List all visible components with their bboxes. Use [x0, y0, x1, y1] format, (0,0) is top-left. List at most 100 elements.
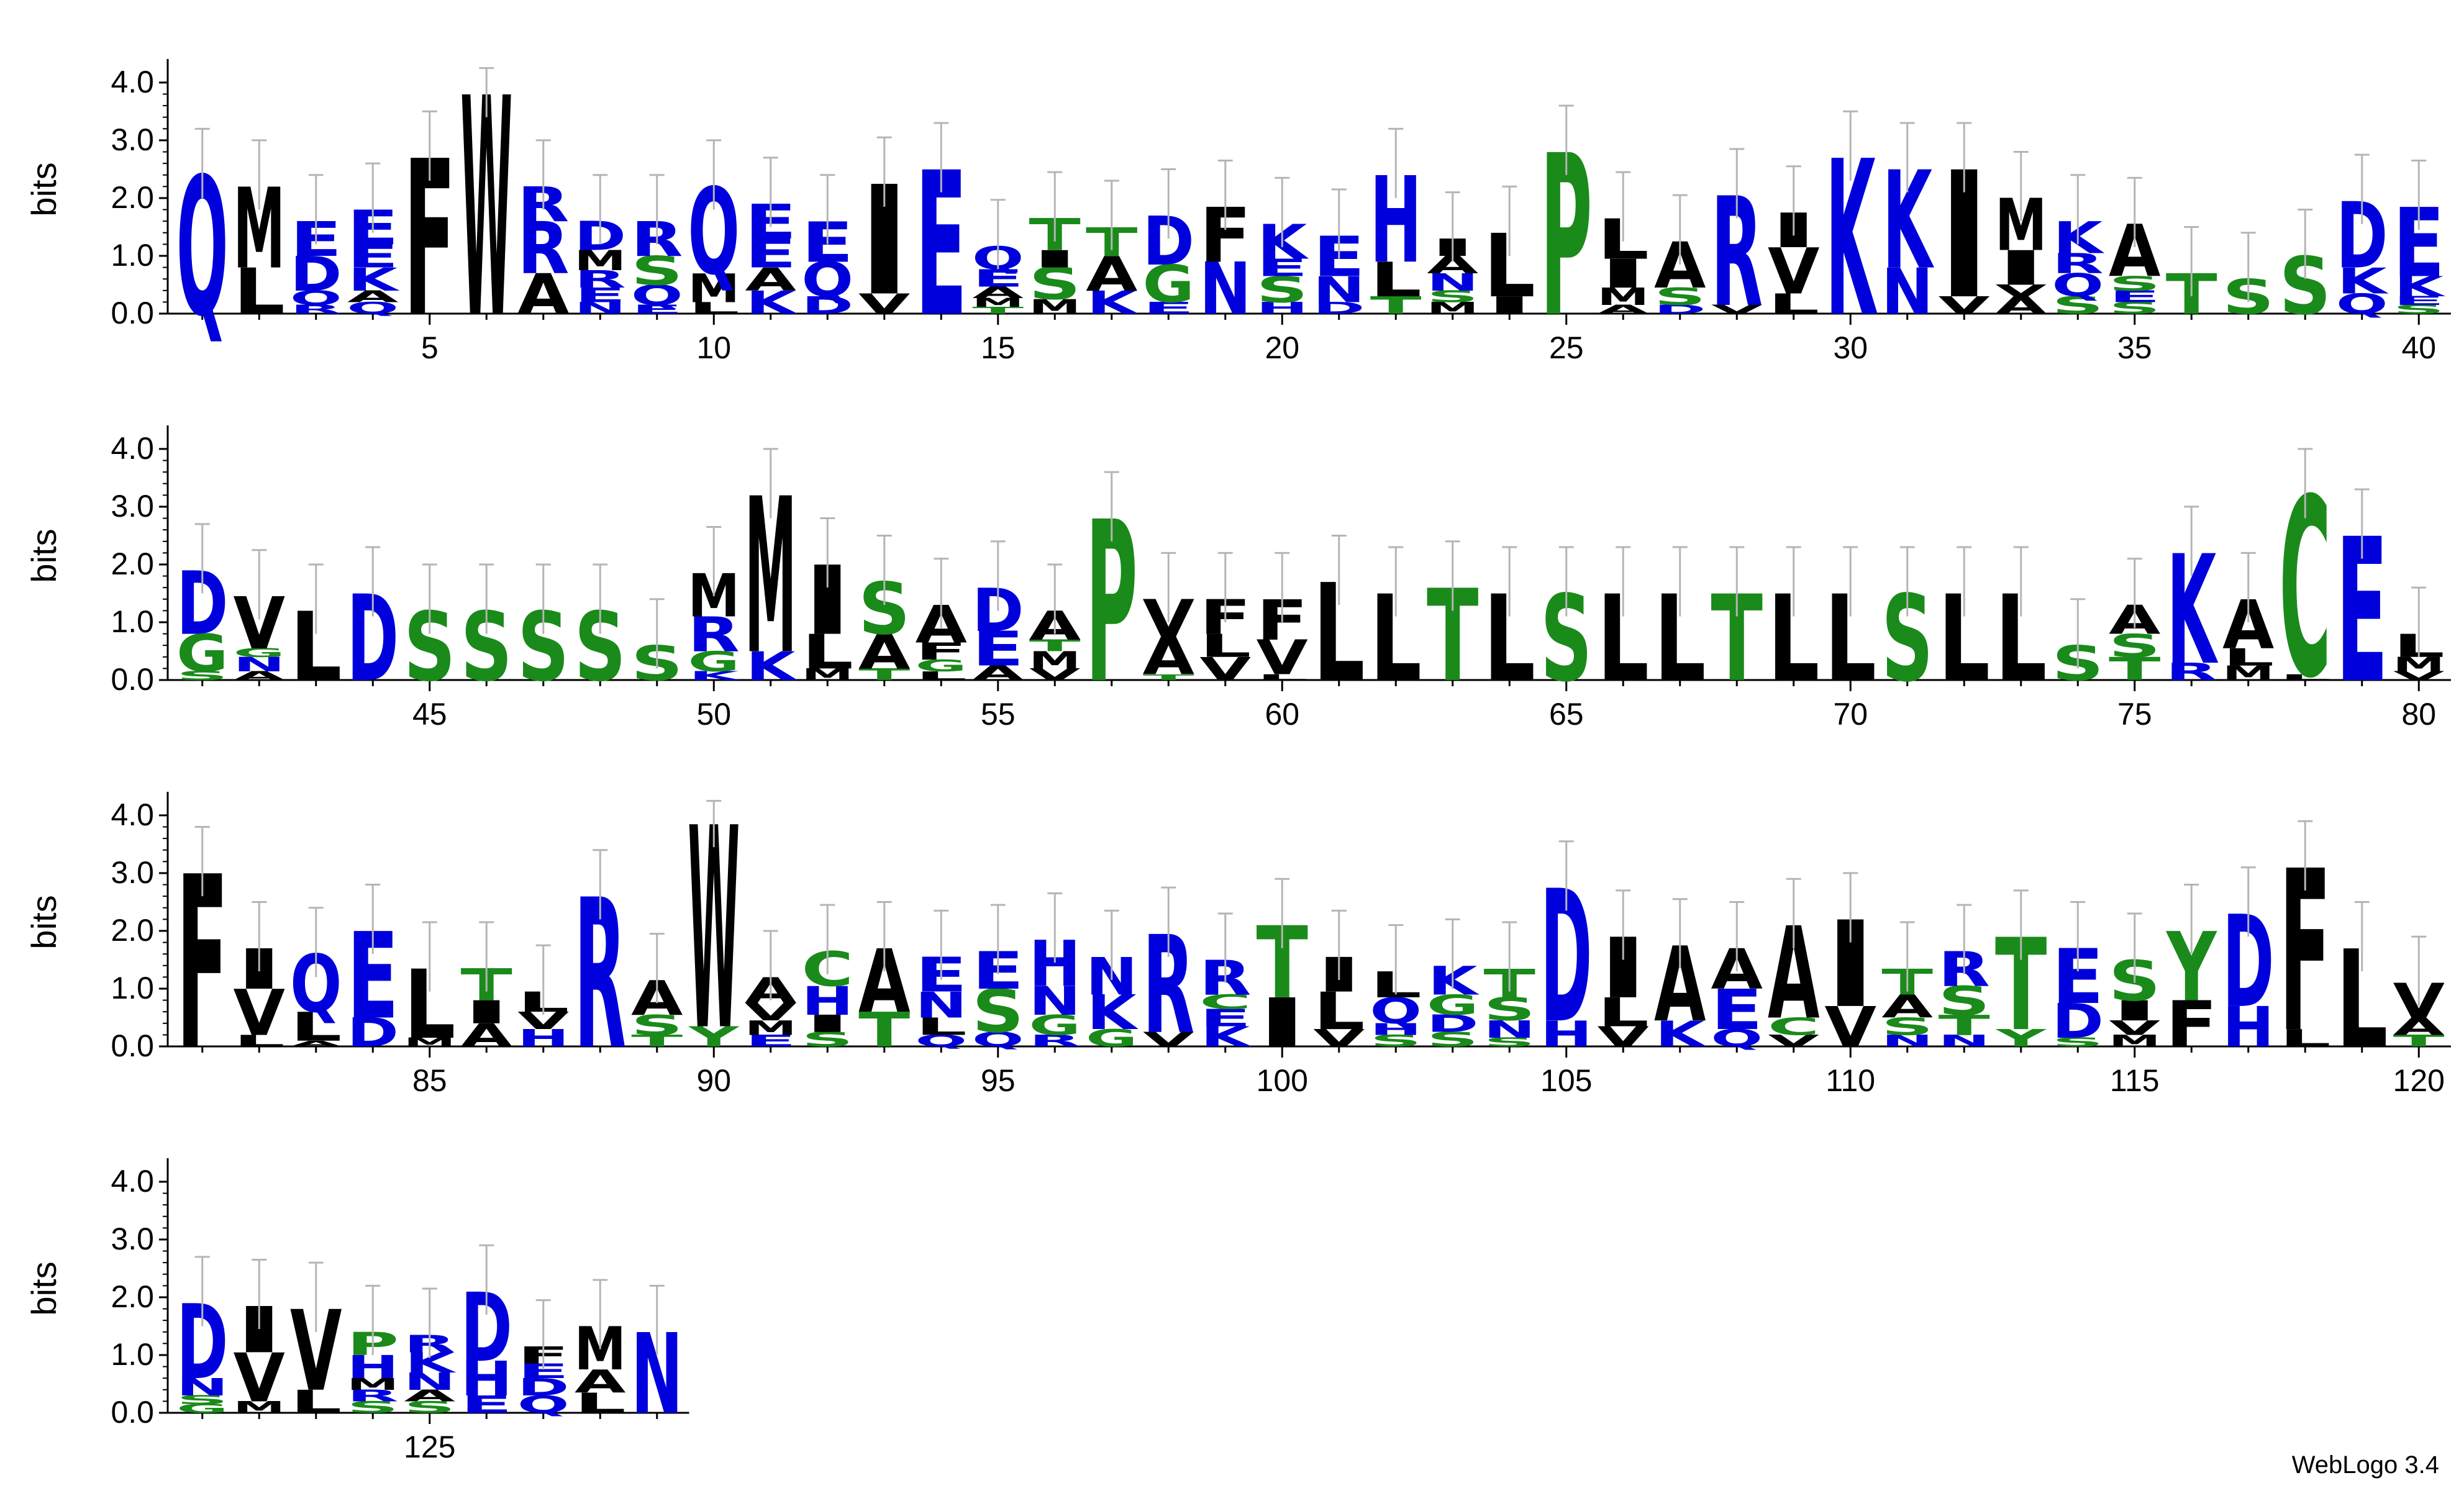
x-tick-label: 30	[1833, 330, 1868, 365]
logo-letter: T	[858, 1002, 910, 1058]
logo-letter: Q	[972, 1028, 1024, 1051]
logo-letter: C	[1768, 1013, 1820, 1041]
weblogo-credit: WebLogo 3.4	[2291, 1451, 2439, 1479]
x-tick-label: 85	[412, 1063, 447, 1098]
logo-letter: S	[2052, 1035, 2104, 1049]
logo-letter: S	[2109, 273, 2160, 296]
logo-letter: N	[1881, 255, 1933, 329]
y-axis-label: bits	[24, 895, 63, 949]
logo-letter: K	[1087, 284, 1139, 321]
logo-letter: A	[972, 661, 1024, 684]
logo-letter: S	[2109, 299, 2160, 317]
logo-letter: S	[2052, 292, 2104, 319]
logo-letter: L	[1597, 990, 1649, 1036]
logo-letter: T	[1939, 1009, 1991, 1041]
logo-letter: S	[2393, 302, 2445, 316]
logo-letter: C	[1199, 991, 1251, 1014]
logo-letter: F	[2166, 988, 2217, 1062]
logo-letter: H	[2222, 995, 2274, 1060]
logo-letter: R	[2052, 247, 2104, 279]
logo-letter: T	[2109, 651, 2161, 687]
logo-letter: N	[916, 985, 967, 1027]
logo-letter: L	[802, 625, 854, 680]
logo-letter: H	[802, 977, 853, 1024]
logo-letter: E	[1143, 299, 1194, 317]
logo-letter: Q	[517, 1391, 570, 1419]
logo-letter: T	[631, 1032, 683, 1050]
logo-letter: L	[1768, 288, 1820, 320]
logo-letter: E	[2109, 288, 2160, 306]
logo-letter: M	[347, 1375, 399, 1394]
logo-letter: M	[802, 665, 853, 684]
logo-letter: N	[176, 1374, 228, 1402]
y-tick-label: 1.0	[111, 971, 154, 1005]
logo-letter: I	[2109, 995, 2160, 1027]
logo-letter: S	[1370, 1032, 1422, 1050]
logo-letter: Q	[2052, 267, 2104, 304]
logo-letter: V	[1995, 282, 2047, 301]
x-tick-label: 115	[2110, 1063, 2160, 1098]
x-tick-label: 120	[2393, 1063, 2445, 1098]
logo-letter: S	[1881, 1013, 1934, 1040]
logo-letter: S	[1483, 991, 1535, 1028]
logo-letter: Y	[688, 1021, 740, 1053]
logo-letter: H	[1257, 299, 1308, 318]
logo-letter: E	[1711, 978, 1763, 1042]
logo-letter: A	[575, 1363, 626, 1400]
logo-letter: K	[1883, 143, 1935, 300]
logo-letter: N	[1881, 1032, 1933, 1051]
logo-letter: K	[2053, 212, 2104, 263]
x-tick-label: 105	[1540, 1063, 1592, 1098]
logo-letter: N	[1313, 270, 1365, 311]
logo-letter: S	[1654, 283, 1706, 311]
logo-letter: K	[1428, 958, 1480, 1004]
logo-letter: K	[1201, 1021, 1252, 1053]
logo-letter: G	[1029, 1009, 1081, 1041]
logo-letter: K	[1087, 986, 1139, 1040]
logo-letter: L	[574, 1387, 626, 1420]
logo-letter: E	[631, 302, 683, 316]
logo-letter: S	[1427, 1028, 1478, 1051]
logo-letter: R	[574, 266, 626, 293]
logo-letter: D	[1313, 299, 1365, 318]
x-tick-label: 40	[2401, 330, 2436, 365]
x-tick-label: 45	[412, 697, 447, 732]
logo-letter: A	[1881, 988, 1933, 1025]
logo-letter: S	[176, 669, 228, 682]
logo-letter: V	[1313, 1024, 1365, 1052]
logo-letter: Q	[631, 279, 683, 312]
x-tick-label: 65	[1549, 697, 1584, 732]
logo-letter: V	[2109, 1017, 2160, 1040]
logo-letter: V	[2393, 669, 2445, 682]
y-tick-label: 2.0	[111, 180, 154, 215]
y-tick-label: 0.0	[111, 1028, 154, 1063]
logo-letter: Q	[347, 299, 399, 317]
x-tick-label: 110	[1825, 1063, 1875, 1098]
x-tick-label: 35	[2117, 330, 2152, 365]
logo-letter: K	[1825, 115, 1878, 364]
logo-letter: R	[347, 1387, 399, 1405]
logo-letter: T	[1143, 673, 1194, 682]
logo-letter: E	[745, 1032, 796, 1050]
logo-letter: L	[915, 1013, 967, 1041]
y-tick-label: 2.0	[111, 1279, 154, 1314]
y-tick-label: 0.0	[111, 1395, 154, 1430]
x-tick-label: 10	[696, 330, 731, 365]
logo-letter: A	[858, 625, 910, 680]
logo-letter: H	[1540, 1014, 1592, 1055]
logo-letter: E	[347, 238, 399, 275]
logo-letter: G	[234, 646, 285, 660]
logo-letter: S	[972, 977, 1024, 1047]
logo-letter: D	[290, 247, 342, 302]
logo-letter: S	[1938, 978, 1990, 1024]
logo-letter: D	[1654, 303, 1706, 317]
x-tick-label: 100	[1257, 1063, 1308, 1098]
x-tick-label: 20	[1265, 330, 1299, 365]
logo-letter: E	[1256, 255, 1308, 282]
logo-letter: M	[1427, 299, 1478, 317]
logo-letter: K	[405, 1347, 457, 1379]
logo-letter: Y	[1995, 1025, 2047, 1053]
logo-letter: K	[348, 261, 400, 298]
